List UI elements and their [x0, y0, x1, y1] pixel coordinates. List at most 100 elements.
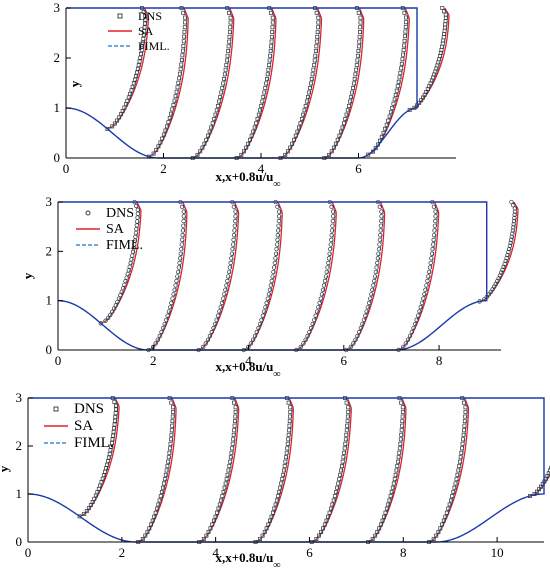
dns-marker [319, 292, 325, 297]
dns-marker [266, 292, 272, 297]
dns-marker [425, 278, 430, 284]
dns-marker [151, 151, 156, 156]
fiml-profile-7 [398, 201, 438, 351]
dns-marker [298, 344, 303, 350]
dns-marker [198, 149, 203, 154]
dns-marker [355, 53, 360, 58]
dns-marker [324, 269, 329, 275]
dns-marker [114, 407, 118, 412]
dns-marker [356, 10, 361, 15]
dns-marker [183, 20, 188, 25]
dns-marker [169, 432, 174, 437]
dns-marker [169, 300, 174, 306]
fiml-profile-4 [243, 201, 282, 351]
dns-marker [510, 228, 515, 233]
dns-marker [282, 464, 287, 469]
dns-marker [287, 428, 292, 433]
x-tick-label: 8 [400, 545, 407, 560]
fiml-profile-4 [236, 7, 276, 159]
dns-marker [161, 325, 166, 331]
dns-marker [443, 514, 448, 519]
dns-marker [112, 121, 117, 126]
dns-marker [152, 514, 157, 519]
dns-marker [180, 237, 185, 242]
dns-marker [339, 464, 344, 469]
dns-marker [378, 228, 383, 233]
dns-marker [342, 450, 347, 455]
dns-marker [169, 400, 174, 405]
dns-marker [308, 325, 314, 331]
dns-marker [161, 132, 166, 137]
dns-marker [232, 423, 237, 428]
dns-marker [409, 329, 414, 335]
dns-marker [165, 464, 170, 469]
dns-marker [404, 20, 409, 25]
dns-marker [390, 106, 395, 110]
dns-marker [463, 405, 468, 410]
dns-marker [344, 432, 349, 437]
x-axis-title: x,x+0.8u/u∞ [215, 169, 280, 190]
dns-marker [307, 329, 312, 335]
dns-marker [182, 34, 187, 39]
dns-marker [170, 414, 175, 419]
dns-marker [155, 337, 160, 342]
dns-marker [260, 313, 266, 318]
dns-marker [111, 430, 116, 434]
dns-marker [403, 341, 409, 346]
dns-marker [181, 39, 186, 44]
dns-marker [262, 530, 267, 534]
dns-marker [274, 242, 280, 247]
dns-marker [225, 278, 230, 284]
dns-marker [278, 485, 283, 490]
dns-marker [257, 321, 263, 327]
dns-marker [170, 419, 175, 424]
dns-marker [216, 506, 221, 511]
dns-marker [256, 112, 261, 117]
dns-marker [140, 537, 145, 541]
sa-profile-4 [243, 201, 283, 351]
dns-marker [212, 117, 217, 121]
dns-marker [285, 446, 290, 451]
dns-marker [159, 490, 164, 494]
x-tick-label: 2 [150, 353, 157, 368]
dns-marker [366, 152, 371, 157]
dns-marker [275, 237, 280, 242]
dns-marker [452, 485, 457, 490]
dns-marker [172, 287, 177, 292]
dns-marker [427, 265, 433, 270]
dns-marker [202, 141, 207, 146]
dns-marker [143, 17, 148, 22]
dns-marker [512, 206, 517, 211]
dns-marker [231, 237, 236, 242]
dns-marker [339, 129, 343, 134]
dns-marker [383, 510, 388, 515]
dns-marker [363, 313, 368, 318]
dns-marker [180, 48, 185, 53]
dns-marker [382, 514, 387, 519]
dns-marker [147, 526, 152, 531]
dns-marker [370, 537, 375, 541]
fiml-profile-4 [255, 397, 293, 543]
dns-marker [176, 265, 182, 270]
dns-marker [255, 117, 260, 121]
dns-marker [158, 140, 163, 145]
dns-marker [171, 405, 175, 410]
dns-marker [329, 149, 334, 154]
dns-marker [203, 341, 208, 346]
dns-marker [342, 446, 347, 451]
dns-marker [328, 242, 333, 247]
y-axis-title: y [67, 80, 82, 87]
dns-marker [252, 333, 258, 339]
dns-marker [399, 400, 404, 405]
legend-label: DNS [106, 206, 134, 221]
dns-marker [400, 409, 405, 414]
dns-marker [453, 481, 458, 486]
dns-marker [463, 414, 468, 419]
dns-marker [357, 39, 362, 44]
dns-marker [211, 325, 216, 331]
dns-marker [403, 29, 408, 34]
y-tick-label: 2 [54, 50, 61, 65]
dns-marker [268, 49, 273, 53]
dns-marker [227, 34, 232, 39]
dns-marker [338, 472, 343, 477]
